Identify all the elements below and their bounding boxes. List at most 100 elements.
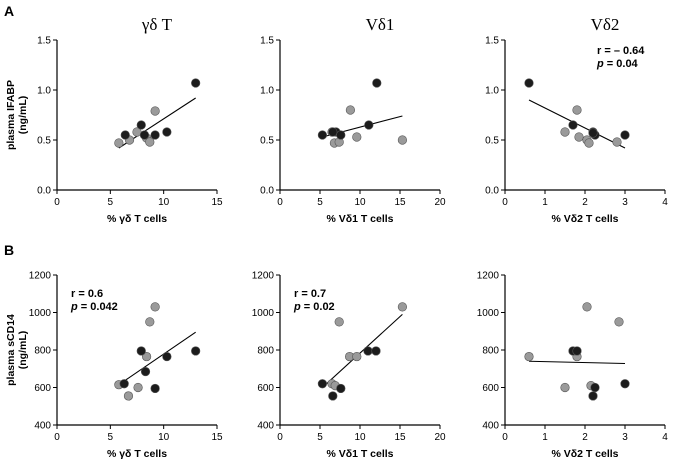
- scatter-chart-6: 400 600 800 1000 1200 0 1 2 3 4 % Vδ2 T cells: [477, 271, 668, 461]
- data-point-gray: [572, 105, 582, 115]
- data-point-dark: [317, 379, 328, 389]
- stat-symbol: r: [71, 288, 76, 300]
- x-axis-label: % γδ T cells: [107, 448, 167, 460]
- x-tick-label: 10: [158, 197, 170, 208]
- x-axis-label: % γδ T cells: [107, 213, 167, 225]
- y-tick-label: 0.0: [37, 186, 51, 197]
- data-point-dark: [336, 130, 346, 140]
- stat-value: = – 0.64: [601, 45, 645, 57]
- regression-line: [528, 360, 626, 365]
- y-tick-label: 800: [482, 346, 499, 357]
- data-point-gray: [123, 391, 134, 401]
- x-tick-label: 15: [211, 432, 223, 443]
- y-axis-label: (ng/mL): [17, 331, 29, 370]
- scatter-chart-1: 0.0 0.5 1.0 1.5 0 5 10 15 % γδ T cells plasma IFA…: [5, 15, 223, 225]
- data-point-dark: [364, 120, 374, 130]
- stat-symbol: p: [70, 301, 78, 313]
- data-point-dark: [162, 351, 172, 362]
- y-tick-label: 400: [257, 421, 274, 432]
- data-point-dark: [336, 383, 346, 394]
- data-point-dark: [620, 379, 630, 389]
- y-tick-label: 600: [34, 383, 51, 394]
- regression-line: [118, 331, 196, 386]
- data-point-dark: [620, 130, 630, 140]
- x-axis-label: % Vδ1 T cells: [326, 448, 393, 460]
- x-tick-label: 10: [158, 432, 170, 443]
- x-tick-label: 0: [502, 432, 508, 443]
- data-point-gray: [133, 382, 143, 393]
- stat-annotation: r = 0.6: [71, 288, 103, 300]
- y-tick-label: 1.0: [260, 86, 274, 97]
- data-point-gray: [584, 138, 594, 148]
- data-point-gray: [352, 132, 362, 142]
- data-point-dark: [150, 130, 160, 140]
- data-point-dark: [140, 366, 151, 377]
- y-axis-label: plasma IFABP: [5, 80, 17, 150]
- data-point-dark: [317, 130, 328, 140]
- x-tick-label: 15: [394, 197, 406, 208]
- data-point-gray: [150, 106, 160, 116]
- data-point-dark: [590, 382, 600, 393]
- data-point-dark: [150, 383, 160, 394]
- x-tick-label: 20: [434, 432, 446, 443]
- scatter-chart-3: 0.0 0.5 1.0 1.5 0 1 2 3 4 % Vδ2 T cells Vδ2 r = – 0…: [485, 15, 668, 225]
- panel-label-b: B: [4, 242, 14, 258]
- x-tick-label: 4: [662, 432, 668, 443]
- stat-symbol: r: [294, 288, 299, 300]
- y-tick-label: 1200: [252, 271, 275, 282]
- data-point-gray: [150, 302, 160, 312]
- data-point-dark: [328, 391, 338, 401]
- data-point-gray: [352, 351, 362, 362]
- stat-symbol: p: [596, 58, 604, 70]
- data-point-gray: [582, 302, 592, 312]
- data-point-gray: [612, 137, 622, 147]
- stat-value: = 0.042: [78, 301, 118, 313]
- y-tick-label: 1.5: [485, 36, 499, 47]
- stat-annotation: r = – 0.64: [597, 45, 645, 57]
- data-point-dark: [588, 128, 598, 138]
- data-point-gray: [345, 105, 356, 115]
- data-point-gray: [114, 138, 124, 148]
- x-tick-label: 1: [542, 197, 548, 208]
- y-tick-label: 1000: [29, 308, 52, 319]
- stat-symbol: r: [597, 45, 602, 57]
- y-axis-label: plasma sCD14: [5, 314, 17, 386]
- data-point-gray: [614, 317, 624, 327]
- x-axis-label: % Vδ2 T cells: [551, 448, 618, 460]
- data-point-dark: [524, 78, 534, 88]
- data-point-gray: [574, 132, 584, 142]
- data-point-dark: [136, 346, 146, 356]
- data-point-dark: [139, 130, 150, 140]
- stat-annotation: p = 0.04: [596, 58, 639, 70]
- y-tick-label: 1.5: [37, 36, 51, 47]
- x-tick-label: 0: [54, 432, 60, 443]
- y-tick-label: 1.5: [260, 36, 274, 47]
- data-point-dark: [136, 120, 146, 130]
- x-tick-label: 1: [542, 432, 548, 443]
- x-tick-label: 10: [354, 197, 366, 208]
- data-point-dark: [572, 346, 582, 356]
- y-tick-label: 800: [257, 346, 274, 357]
- data-point-gray: [142, 351, 152, 362]
- stat-annotation: p = 0.02: [293, 301, 335, 313]
- y-tick-label: 0.0: [260, 186, 274, 197]
- stat-annotation: r = 0.7: [294, 288, 326, 300]
- data-point-dark: [372, 78, 382, 88]
- y-tick-label: 400: [482, 421, 499, 432]
- x-tick-label: 3: [622, 197, 628, 208]
- stat-value: = 0.7: [298, 288, 326, 300]
- x-tick-label: 0: [277, 197, 283, 208]
- y-tick-label: 1000: [252, 308, 275, 319]
- x-tick-label: 0: [54, 197, 60, 208]
- data-point-dark: [588, 391, 598, 401]
- data-point-dark: [120, 130, 130, 140]
- y-tick-label: 600: [482, 383, 499, 394]
- y-tick-label: 0.5: [37, 136, 51, 147]
- stat-symbol: p: [293, 301, 301, 313]
- x-tick-label: 2: [582, 197, 588, 208]
- y-tick-label: 1.0: [485, 86, 499, 97]
- y-tick-label: 0.5: [485, 136, 499, 147]
- x-tick-label: 15: [394, 432, 406, 443]
- data-point-gray: [397, 302, 408, 312]
- y-tick-label: 600: [257, 383, 274, 394]
